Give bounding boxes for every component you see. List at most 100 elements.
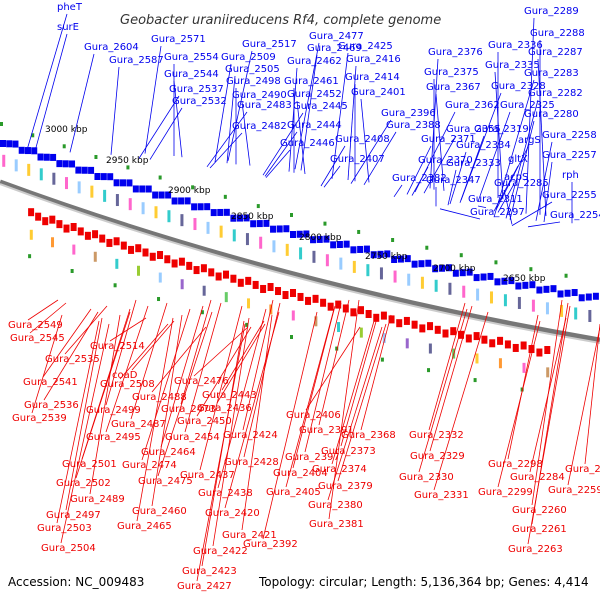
reverse-gene-label[interactable]: Gura_2380: [308, 500, 363, 511]
reverse-gene-label[interactable]: Gura_2473: [161, 404, 216, 415]
forward-gene-label[interactable]: Gura_2254: [550, 210, 600, 221]
reverse-gene-label[interactable]: Gura_2404: [273, 468, 328, 479]
forward-gene-label[interactable]: Gura_2425: [338, 41, 393, 52]
forward-gene-label[interactable]: acpS: [504, 172, 528, 183]
reverse-gene-label[interactable]: Gura_2259: [548, 485, 600, 496]
reverse-gene-label[interactable]: Gura_2422: [193, 546, 248, 557]
forward-gene-label[interactable]: rph: [562, 170, 579, 181]
forward-gene-label[interactable]: Gura_2401: [351, 87, 406, 98]
forward-gene-label[interactable]: Gura_2376: [428, 47, 483, 58]
forward-gene-label[interactable]: Gura_2461: [284, 76, 339, 87]
forward-gene-label[interactable]: Gura_2311: [468, 194, 523, 205]
forward-gene-label[interactable]: Gura_2498: [226, 76, 281, 87]
reverse-gene-label[interactable]: Gura_2332: [409, 430, 464, 441]
reverse-gene-label[interactable]: Gura_2420: [205, 508, 260, 519]
reverse-gene-label[interactable]: Gura_2501: [62, 459, 117, 470]
forward-gene-label[interactable]: Gura_2587: [109, 55, 164, 66]
forward-gene-label[interactable]: Gura_2328: [491, 81, 546, 92]
forward-gene-label[interactable]: Gura_2258: [542, 130, 597, 141]
reverse-gene-label[interactable]: Gura_2373: [321, 446, 376, 457]
forward-gene-label[interactable]: Gura_2355: [446, 124, 501, 135]
reverse-gene-label[interactable]: Gura_2475: [138, 476, 193, 487]
forward-gene-label[interactable]: Gura_2370: [418, 155, 473, 166]
forward-gene-label[interactable]: Gura_2571: [151, 34, 206, 45]
reverse-gene-label[interactable]: Gura_2392: [243, 539, 298, 550]
forward-gene-label[interactable]: Gura_2347: [426, 175, 481, 186]
reverse-gene-label[interactable]: Gura_2460: [132, 506, 187, 517]
reverse-gene-label[interactable]: Gura_2497: [46, 510, 101, 521]
reverse-gene-label[interactable]: Gura_2487: [111, 419, 166, 430]
reverse-gene-label[interactable]: Gura_2514: [90, 341, 145, 352]
reverse-gene-label[interactable]: Gura_2464: [141, 447, 196, 458]
reverse-gene-label[interactable]: Gura_2379: [318, 481, 373, 492]
reverse-gene-label[interactable]: Gura_2427: [177, 581, 232, 592]
forward-gene-label[interactable]: Gura_2382: [392, 173, 447, 184]
forward-gene-label[interactable]: Gura_2367: [426, 82, 481, 93]
reverse-gene-label[interactable]: Gura_2368: [341, 430, 396, 441]
reverse-gene-label[interactable]: Gura_2331: [414, 490, 469, 501]
forward-gene-label[interactable]: Gura_2285: [494, 178, 549, 189]
forward-gene-label[interactable]: Gura_2288: [530, 28, 585, 39]
forward-gene-label[interactable]: Gura_2604: [84, 42, 139, 53]
forward-gene-label[interactable]: gltX: [508, 154, 528, 165]
forward-gene-label[interactable]: Gura_2482: [232, 121, 287, 132]
forward-gene-label[interactable]: Gura_2462: [287, 56, 342, 67]
forward-gene-label[interactable]: Gura_2537: [169, 84, 224, 95]
forward-gene-label[interactable]: surE: [57, 22, 79, 33]
forward-gene-label[interactable]: Gura_2325: [500, 100, 555, 111]
reverse-gene-label[interactable]: Gura_2284: [510, 472, 565, 483]
forward-gene-label[interactable]: Gura_2255: [542, 190, 597, 201]
reverse-gene-label[interactable]: Gura_2438: [198, 488, 253, 499]
reverse-gene-label[interactable]: Gura_2391: [299, 425, 354, 436]
reverse-gene-label[interactable]: Gura_2502: [56, 478, 111, 489]
reverse-gene-label[interactable]: Gura_2421: [222, 530, 277, 541]
forward-gene-label[interactable]: Gura_2334: [456, 140, 511, 151]
forward-gene-label[interactable]: Gura_2336: [488, 40, 543, 51]
reverse-gene-label[interactable]: Gura_2437: [180, 470, 235, 481]
forward-gene-label[interactable]: Gura_2517: [242, 39, 297, 50]
reverse-gene-label[interactable]: Gura_2381: [309, 519, 364, 530]
forward-gene-label[interactable]: Gura_2257: [542, 150, 597, 161]
forward-gene-label[interactable]: Gura_2283: [524, 68, 579, 79]
reverse-gene-label[interactable]: Gura_2406: [286, 410, 341, 421]
reverse-gene-label[interactable]: Gura_2261: [512, 524, 567, 535]
forward-gene-label[interactable]: Gura_2445: [293, 101, 348, 112]
reverse-gene-label[interactable]: Gura_2260: [512, 505, 567, 516]
forward-gene-label[interactable]: Gura_2444: [287, 120, 342, 131]
forward-gene-label[interactable]: Gura_2505: [225, 64, 280, 75]
forward-gene-label[interactable]: Gura_2414: [345, 72, 400, 83]
reverse-gene-label[interactable]: Gura_2454: [165, 432, 220, 443]
reverse-gene-label[interactable]: Gura_2436: [197, 403, 252, 414]
reverse-gene-label[interactable]: Gura_2508: [100, 379, 155, 390]
forward-gene-label[interactable]: Gura_2297: [470, 207, 525, 218]
forward-gene-label[interactable]: Gura_2362: [445, 100, 500, 111]
forward-gene-label[interactable]: Gura_2375: [424, 67, 479, 78]
forward-gene-label[interactable]: Gura_2446: [280, 138, 335, 149]
reverse-gene-label[interactable]: Gura_2329: [410, 451, 465, 462]
reverse-gene-label[interactable]: Gura_2330: [399, 472, 454, 483]
reverse-gene-label[interactable]: Gura_2450: [177, 416, 232, 427]
forward-gene-label[interactable]: Gura_2490: [232, 90, 287, 101]
forward-gene-label[interactable]: Gura_2407: [330, 154, 385, 165]
reverse-gene-label[interactable]: Gura_2539: [12, 413, 67, 424]
reverse-gene-label[interactable]: Gura_2536: [24, 400, 79, 411]
reverse-gene-label[interactable]: Gura_2423: [182, 566, 237, 577]
forward-gene-label[interactable]: Gura_2287: [528, 47, 583, 58]
reverse-gene-label[interactable]: Gura_2489: [70, 494, 125, 505]
reverse-gene-label[interactable]: Gura_2374: [312, 464, 367, 475]
reverse-gene-label[interactable]: Gura_2397: [285, 452, 340, 463]
reverse-gene-label[interactable]: Gura_2495: [86, 432, 141, 443]
forward-gene-label[interactable]: Gura_2388: [386, 120, 441, 131]
forward-gene-label[interactable]: Gura_2544: [164, 69, 219, 80]
forward-gene-label[interactable]: Gura_2335: [485, 60, 540, 71]
reverse-gene-label[interactable]: Gura_2474: [122, 460, 177, 471]
forward-gene-label[interactable]: Gura_2452: [287, 89, 342, 100]
reverse-gene-label[interactable]: Gura_2405: [266, 487, 321, 498]
reverse-gene-label[interactable]: Gura_2252: [565, 464, 600, 475]
reverse-gene-label[interactable]: Gura_2465: [117, 521, 172, 532]
forward-gene-label[interactable]: Gura_2396: [381, 108, 436, 119]
reverse-gene-label[interactable]: Gura_2541: [23, 377, 78, 388]
forward-gene-label[interactable]: Gura_2416: [346, 54, 401, 65]
forward-gene-label[interactable]: pheT: [57, 2, 83, 13]
forward-gene-label[interactable]: Gura_2282: [528, 88, 583, 99]
